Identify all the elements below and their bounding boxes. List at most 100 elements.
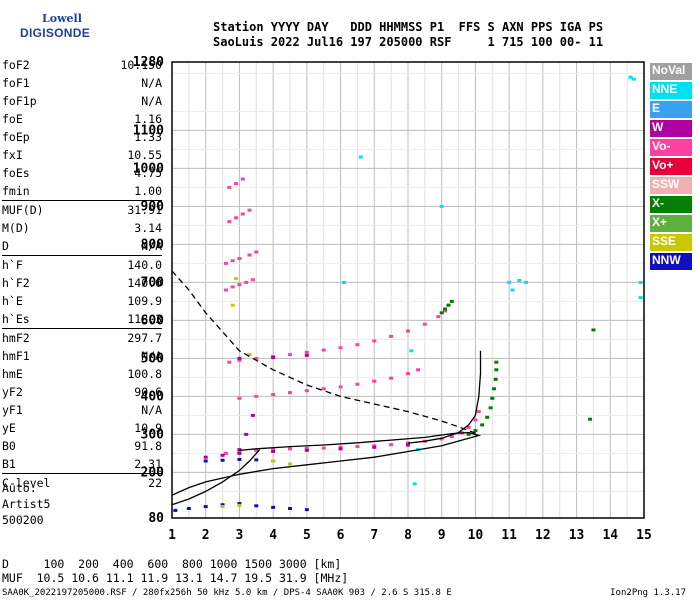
echo-point [409,349,414,353]
echo-point [406,441,410,445]
echo-point [304,446,309,450]
param-value: N/A [141,239,162,253]
param-value: 118.3 [127,312,162,326]
logo: Lowell DIGISONDE [2,6,90,46]
echo-point [250,413,255,417]
param-row-clevel: C-level 22 [2,474,162,492]
param-value: 4.75 [134,166,162,180]
param-row-yf1: yF1 N/A [2,401,162,419]
echo-point [338,447,343,451]
param-name: yF2 [2,385,23,399]
param-row-foep: foEp 1.33 [2,128,162,146]
echo-point [338,385,343,389]
echo-point [227,185,232,189]
echo-point [510,288,515,292]
x-tick-label: 5 [303,528,311,543]
echo-point [517,279,522,282]
legend-item-vo: Vo- [650,139,692,156]
echo-point [237,502,242,506]
x-tick-label: 14 [602,528,618,543]
param-row-hf2: h`F2 140.0 [2,274,162,292]
echo-point [288,391,292,395]
echo-point [230,303,235,307]
param-name: B1 [2,457,16,471]
echo-point [237,503,242,507]
station-header: Station YYYY DAY DDD HHMMSS P1 FFS S AXN… [213,20,603,50]
x-tick-label: 15 [636,528,652,543]
echo-point [588,417,593,421]
param-value: 90.6 [134,385,162,399]
echo-point [466,432,471,436]
param-value: 31.91 [127,203,162,217]
echo-point [254,394,259,398]
echo-point [446,303,451,307]
echo-point [372,444,377,448]
echo-point [591,328,596,332]
echo-point [439,204,444,208]
param-name: hmF2 [2,331,30,345]
param-name: foEs [2,166,30,180]
echo-point [494,368,499,372]
echo-point [494,360,499,364]
echo-point [321,387,326,391]
param-value: 2.31 [134,457,162,471]
auto-line1: Auto: [2,481,37,495]
echo-point [234,277,239,281]
param-value: N/A [141,403,162,417]
param-row-d: D N/A [2,237,162,255]
param-value: 3.14 [134,221,162,235]
legend-item-x: X- [650,196,692,213]
echo-point [230,259,235,263]
echo-point [372,379,377,383]
echo-point [485,415,490,419]
echo-point [443,309,448,313]
profile-curves [171,270,482,506]
echo-point [237,450,242,453]
echo-point [237,457,242,461]
echo-point [449,435,454,439]
profile-curve [171,431,482,496]
echo-point [237,396,242,400]
echo-point [186,507,191,510]
param-name: foF1 [2,76,30,90]
y-tick-label: 1280 [133,55,164,70]
echo-point [237,448,242,452]
echo-point [631,77,636,81]
param-row-yf2: yF2 90.6 [2,383,162,401]
echo-point [288,462,292,466]
legend-item-e: E [650,101,692,118]
legend-item-sse: SSE [650,234,692,251]
file-info-footer: SAA0K_2022197205000.RSF / 280fx256h 50 k… [2,588,452,598]
echo-point [355,445,360,449]
echo-point [338,346,343,350]
echo-point [254,250,259,254]
muf-line2: MUF 10.5 10.6 11.1 11.9 13.1 14.7 19.5 3… [2,571,349,585]
param-separator [2,328,162,329]
echo-point [507,280,512,284]
echo-point [223,261,228,265]
echo-point [271,356,276,360]
param-row-fxi: fxI 10.55 [2,146,162,164]
y-tick-label: 200 [141,465,165,480]
echo-point [230,285,235,289]
param-name: yF1 [2,403,23,417]
param-name: h`E [2,294,23,308]
echo-point [490,396,495,400]
profile-curve [171,449,261,506]
echo-point [244,432,249,436]
param-name: M(D) [2,221,30,235]
x-tick-label: 1 [168,528,176,543]
y-tick-label: 900 [141,199,165,214]
echo-point [491,387,496,391]
legend-item-nne: NNE [650,82,692,99]
echo-point [304,353,309,357]
param-value: 1.33 [134,130,162,144]
echo-point [389,376,394,380]
param-value: 1.00 [134,184,162,198]
x-tick-label: 7 [370,528,378,543]
echo-point [288,447,292,451]
echo-point [271,505,276,509]
echo-point [271,393,276,396]
echo-point [406,372,410,376]
y-tick-label: 400 [141,389,165,404]
